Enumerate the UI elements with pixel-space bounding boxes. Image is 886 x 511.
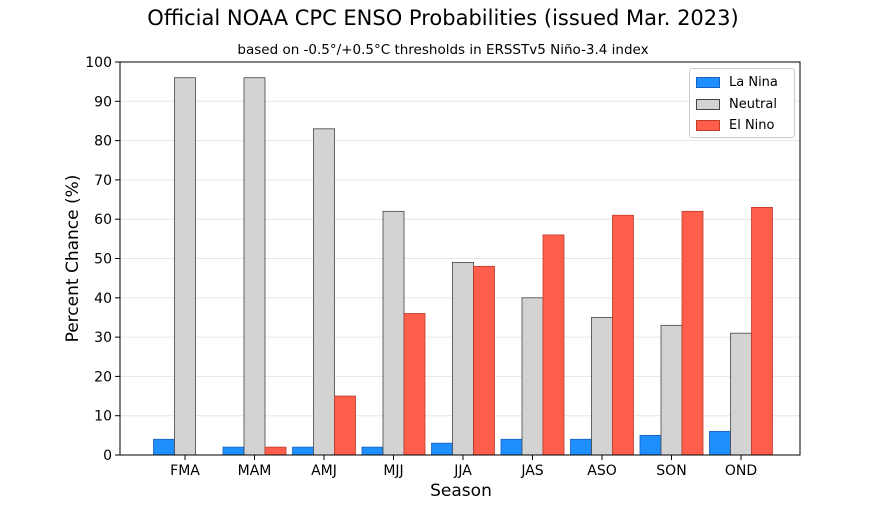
legend-swatch-la-nina xyxy=(696,77,720,89)
bar-neutral-jja xyxy=(452,262,474,456)
y-tick-label: 80 xyxy=(94,134,112,150)
legend-swatch-el-nino xyxy=(696,120,720,132)
chart-title: Official NOAA CPC ENSO Probabilities (is… xyxy=(147,6,739,30)
bar-la-nina-ond xyxy=(709,431,731,456)
bar-la-nina-amj xyxy=(292,446,314,456)
x-tick-label: MJJ xyxy=(383,463,403,479)
legend-label-neutral: Neutral xyxy=(729,96,777,112)
bar-neutral-aso xyxy=(591,317,613,456)
y-tick-label: 70 xyxy=(94,173,112,189)
bar-el-nino-jja xyxy=(473,265,495,456)
bar-el-nino-aso xyxy=(612,214,634,456)
bar-la-nina-son xyxy=(639,434,662,456)
bar-neutral-fma xyxy=(174,77,196,456)
y-tick-label: 50 xyxy=(94,252,112,268)
y-tick-label: 10 xyxy=(94,409,112,425)
legend-swatch-neutral xyxy=(696,98,720,110)
bar-el-nino-son xyxy=(681,210,704,456)
x-tick-label: AMJ xyxy=(311,463,337,479)
bar-la-nina-aso xyxy=(570,438,592,456)
y-tick-label: 100 xyxy=(85,55,112,71)
x-tick-label: ASO xyxy=(587,463,616,479)
x-tick-label: MAM xyxy=(238,463,272,479)
bar-neutral-ond xyxy=(730,332,752,456)
bar-neutral-amj xyxy=(313,128,335,456)
bar-la-nina-jas xyxy=(500,438,523,456)
x-tick-label: OND xyxy=(725,463,757,479)
y-tick-label: 60 xyxy=(94,212,112,228)
legend-item-el-nino: El Nino xyxy=(696,115,788,137)
legend: La Nina Neutral El Nino xyxy=(689,68,795,138)
bar-neutral-jas xyxy=(521,297,544,456)
x-tick-label: FMA xyxy=(170,463,200,479)
bar-neutral-mjj xyxy=(382,210,405,456)
bar-el-nino-jas xyxy=(542,234,565,456)
legend-item-la-nina: La Nina xyxy=(696,72,788,94)
bar-el-nino-amj xyxy=(334,395,356,456)
x-tick-label: JAS xyxy=(520,463,543,479)
bar-el-nino-mam xyxy=(264,446,287,456)
legend-label-el-nino: El Nino xyxy=(729,118,775,134)
y-tick-label: 30 xyxy=(94,330,112,346)
bar-la-nina-mjj xyxy=(361,446,384,456)
bar-el-nino-mjj xyxy=(403,313,426,456)
y-axis-label: Percent Chance (%) xyxy=(63,175,83,343)
x-axis-label: Season xyxy=(430,481,492,501)
bar-la-nina-fma xyxy=(153,438,175,456)
bar-neutral-son xyxy=(660,324,683,456)
y-tick-label: 0 xyxy=(103,448,112,464)
x-tick-label: JJA xyxy=(453,463,472,479)
y-tick-label: 90 xyxy=(94,94,112,110)
y-tick-label: 20 xyxy=(94,369,112,385)
legend-item-neutral: Neutral xyxy=(696,94,788,116)
bar-la-nina-jja xyxy=(431,442,453,456)
y-tick-label: 40 xyxy=(94,291,112,307)
chart-subtitle: based on -0.5°/+0.5°C thresholds in ERSS… xyxy=(237,42,649,58)
bar-la-nina-mam xyxy=(222,446,245,456)
x-tick-label: SON xyxy=(656,463,686,479)
bar-el-nino-ond xyxy=(751,207,773,456)
bar-neutral-mam xyxy=(243,77,266,456)
legend-label-la-nina: La Nina xyxy=(729,75,778,91)
